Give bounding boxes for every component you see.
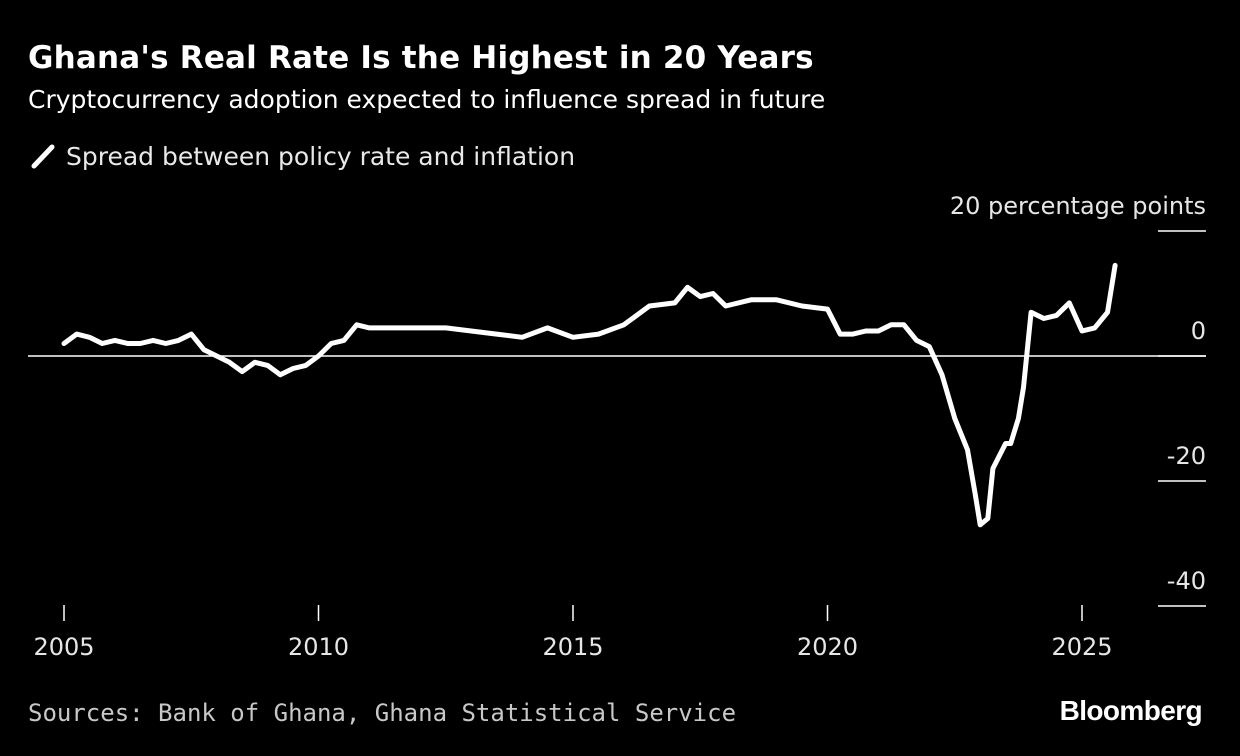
legend-line-swatch-icon — [28, 141, 58, 171]
y-axis-tick-label: -40 — [1167, 567, 1206, 595]
series-line — [61, 262, 1118, 528]
x-axis-tick-label: 2015 — [542, 633, 603, 661]
bloomberg-logo: Bloomberg — [1059, 695, 1203, 726]
chart-title: Ghana's Real Rate Is the Highest in 20 Y… — [28, 40, 814, 76]
chart-subtitle: Cryptocurrency adoption expected to infl… — [28, 85, 826, 114]
y-axis-tick-label: 20 percentage points — [950, 192, 1206, 220]
x-axis-tick-label: 2010 — [288, 633, 349, 661]
y-axis-tick-label: -20 — [1167, 442, 1206, 470]
legend: Spread between policy rate and inflation — [28, 141, 575, 171]
source-note: Sources: Bank of Ghana, Ghana Statistica… — [28, 699, 737, 727]
x-axis-tick-label: 2020 — [797, 633, 858, 661]
y-axis-tick-label: 0 — [1191, 317, 1206, 345]
x-axis-tick-label: 2005 — [33, 633, 94, 661]
x-axis-tick-label: 2025 — [1051, 633, 1112, 661]
legend-label: Spread between policy rate and inflation — [66, 141, 576, 171]
line-chart: 20 percentage points 0 -20 -40 2005 2010 2015 2… — [28, 192, 1206, 661]
